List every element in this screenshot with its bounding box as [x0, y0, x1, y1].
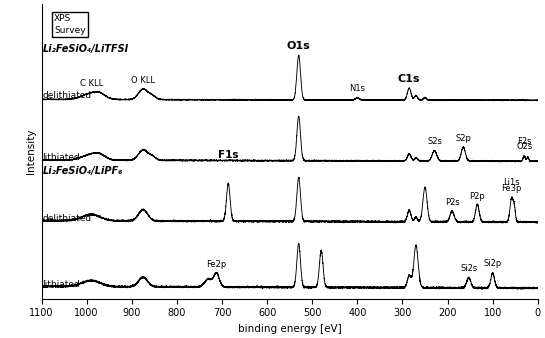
Text: F1s: F1s [218, 149, 239, 160]
Text: C1s: C1s [398, 74, 420, 84]
Text: delithiated: delithiated [43, 214, 92, 223]
Text: Li₂FeSiO₄/LiTFSI: Li₂FeSiO₄/LiTFSI [43, 44, 129, 54]
Text: S2p: S2p [456, 134, 471, 143]
Text: Si2s: Si2s [460, 264, 477, 273]
Text: Fe3p: Fe3p [501, 184, 522, 193]
Text: P2s: P2s [445, 198, 459, 207]
Text: O KLL: O KLL [131, 76, 155, 85]
Text: delithiated: delithiated [43, 91, 92, 100]
Text: O2s: O2s [516, 142, 532, 151]
Text: XPS
Survey: XPS Survey [54, 15, 86, 34]
Text: F2s: F2s [517, 137, 531, 146]
Text: Fe2p: Fe2p [207, 260, 227, 269]
Text: Li1s: Li1s [503, 178, 520, 187]
Text: Li₂FeSiO₄/LiPF₆: Li₂FeSiO₄/LiPF₆ [43, 166, 123, 176]
Text: lithiated: lithiated [43, 152, 80, 162]
Text: lithiated: lithiated [43, 280, 80, 289]
Text: S2s: S2s [427, 137, 442, 146]
Y-axis label: Intensity: Intensity [26, 129, 36, 174]
Text: Si2p: Si2p [483, 259, 502, 268]
Text: P2p: P2p [469, 192, 485, 201]
X-axis label: binding energy [eV]: binding energy [eV] [238, 324, 342, 334]
Text: C KLL: C KLL [80, 79, 103, 88]
Text: N1s: N1s [349, 84, 365, 93]
Text: O1s: O1s [287, 41, 311, 51]
